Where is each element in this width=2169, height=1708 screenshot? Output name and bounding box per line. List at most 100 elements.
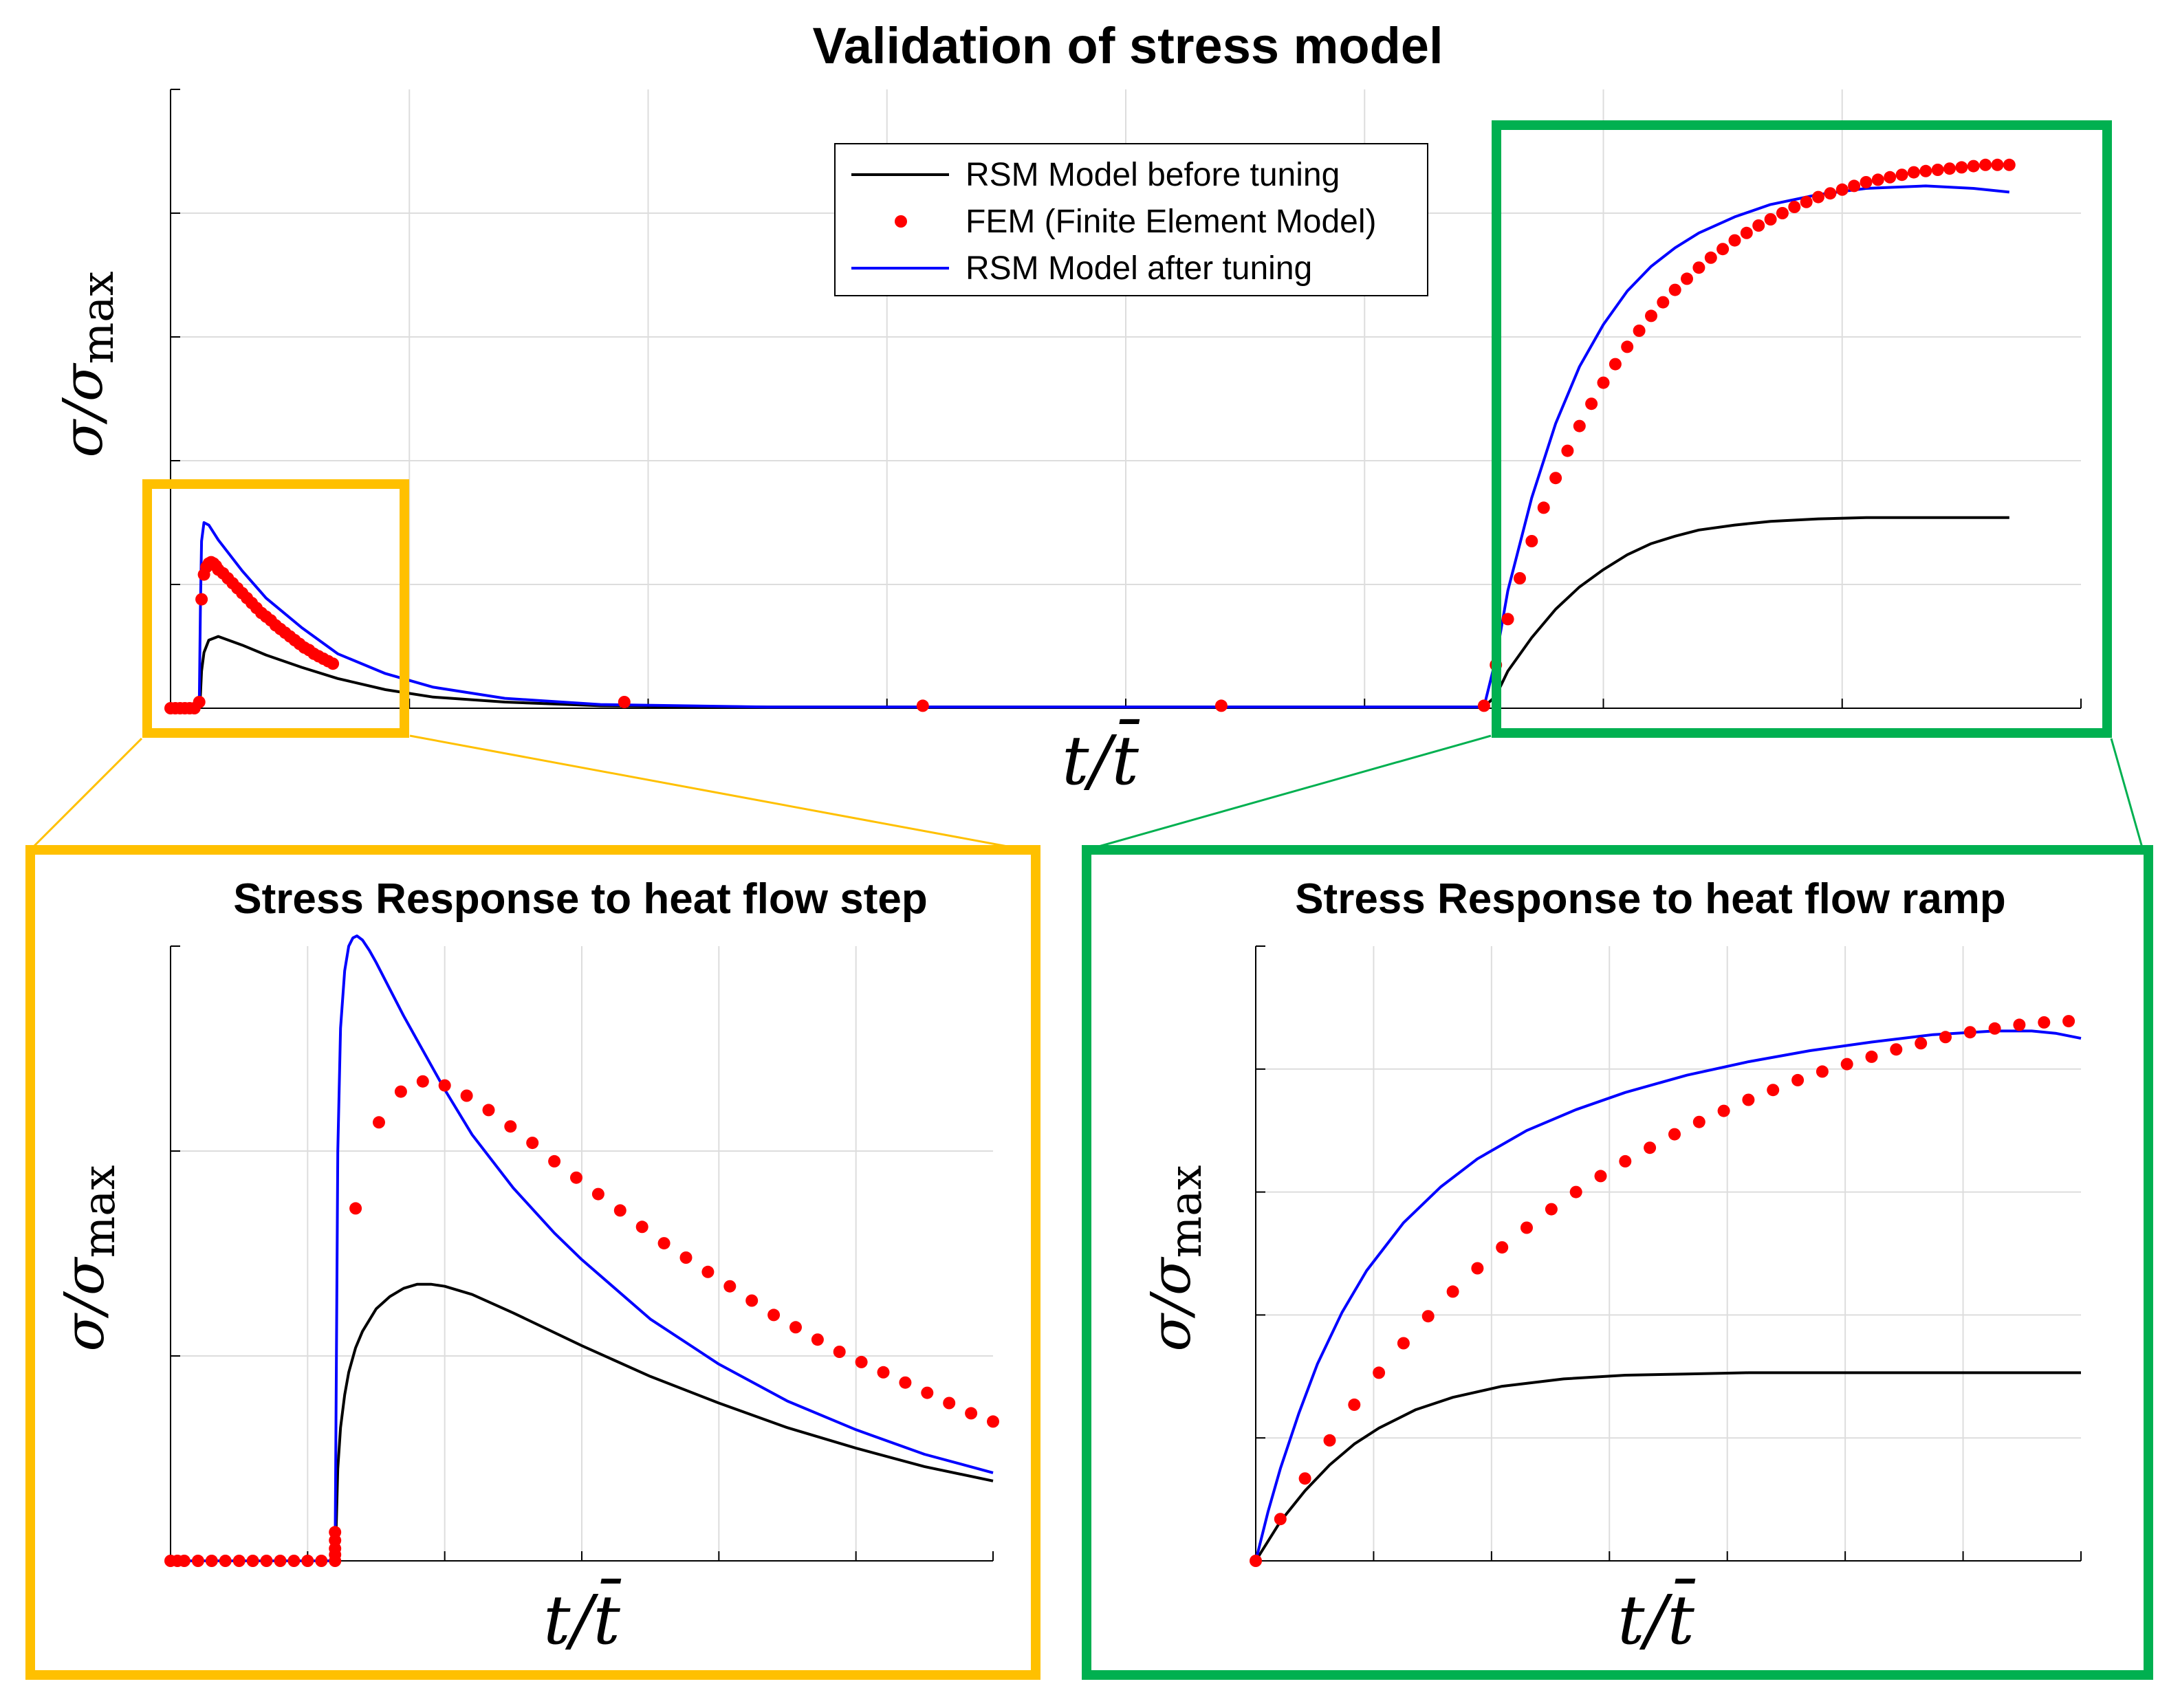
overview-fem-point [1752,219,1765,232]
step-fem-point [260,1555,273,1567]
step-ylabel-sub: max [74,1165,125,1258]
step-fem-point [811,1333,824,1346]
overview-fem-point [1692,261,1705,274]
ramp-grid [1256,946,2081,1561]
overview-fem-point [1907,166,1920,179]
overview-ylabel-base: σ/σ [51,362,115,458]
ramp-rsm-after-line [1254,1029,2082,1562]
step-ylabel: σ/σmax [52,1165,125,1351]
legend-label-rsm-before: RSM Model before tuning [966,157,1340,193]
ramp-fem-point [1545,1203,1558,1216]
ramp-fem-point [1890,1043,1903,1056]
overview-fem-point [1955,161,1968,174]
step-fem-point [219,1555,232,1567]
step-fem-point [274,1555,287,1567]
ramp-fem-point [1594,1170,1607,1183]
connector-step-left [29,737,143,851]
ramp-fem-point [1865,1050,1878,1063]
overview-rsm-after-line [171,184,2010,710]
zoom-box-ramp [1492,120,2112,738]
step-grid [171,946,993,1561]
ramp-fem-point [1816,1065,1829,1078]
ramp-fem-point [1692,1115,1705,1128]
step-fem-point [855,1355,868,1368]
ramp-fem-point [1569,1185,1582,1198]
overview-fem-point [1477,699,1490,712]
connector-ramp-left [1086,734,1492,851]
step-fem-point [745,1294,759,1307]
ramp-fem-point [1840,1058,1853,1071]
overview-fem-point [1681,272,1693,285]
ramp-fem-point [1767,1084,1780,1097]
overview-fem-point [1514,572,1526,584]
step-fem-point [635,1220,648,1234]
overview-series [164,158,2016,714]
ramp-xlabel: t/t̄ [1617,1578,1696,1660]
overview-fem-point [1668,283,1681,296]
step-fem-point [789,1321,802,1334]
step-fem-point [548,1154,561,1168]
ramp-fem-point [1521,1221,1533,1234]
legend-label-fem: FEM (Finite Element Model) [966,204,1377,240]
ramp-fem-point [1471,1262,1484,1275]
overview-fem-point [2003,158,2016,171]
overview-fem-point [1561,444,1574,457]
step-fem-point [613,1204,626,1217]
legend-box [834,143,1428,296]
step-fem-point [394,1085,407,1098]
connector-ramp-right [2110,738,2144,851]
overview-fem-point [1967,160,1980,173]
ramp-fem-point [2013,1018,2026,1031]
step-fem-point [315,1555,328,1567]
overview-fem-point [1573,419,1586,433]
step-fem-point [591,1187,604,1201]
ramp-fem-point [1717,1104,1730,1117]
overview-fem-point [1537,501,1550,514]
overview-fem-point [1884,171,1897,184]
step-fem-point [504,1120,517,1133]
connector-step-right [409,734,1027,851]
step-fem-point [460,1089,473,1102]
overview-fem-point [1991,158,2004,171]
overview-fem-point [1214,699,1228,712]
ramp-fem-point [1963,1026,1976,1039]
ramp-fem-point [2062,1015,2075,1028]
step-fem-point [287,1555,301,1567]
ramp-fem-point [1274,1513,1287,1526]
overview-fem-point [1704,251,1717,264]
overview-fem-point [1764,213,1777,226]
overview-fem-point [1848,179,1861,193]
overview-fem-point [1979,158,1992,171]
ramp-fem-point [1496,1241,1509,1254]
overview-fem-point [1716,243,1730,256]
ramp-fem-point [1915,1037,1928,1050]
overview-fem-point [1812,190,1824,204]
step-fem-point [965,1407,978,1420]
svg-text:σ/σmax: σ/σmax [51,271,124,457]
step-fem-point [877,1366,890,1379]
ramp-fem-point [1250,1555,1262,1567]
overview-fem-point [1597,376,1610,389]
step-panel-frame [25,845,1040,1680]
overview-fem-point [1788,201,1801,213]
overview-fem-point [1943,162,1956,175]
ramp-fem-point [1373,1366,1386,1379]
step-rsm-after-line [171,934,994,1562]
ramp-fem-point [1742,1093,1755,1106]
overview-fem-point [1776,207,1789,219]
step-fem-point [899,1376,912,1389]
ramp-axes [1255,945,2082,1562]
step-ylabel-base: σ/σ [52,1256,116,1352]
ramp-ylabel-sub: max [1161,1165,1212,1258]
overview-fem-point [1895,168,1908,182]
ramp-fem-point [1619,1154,1632,1168]
step-fem-point [329,1526,342,1539]
step-fem-point [373,1116,385,1129]
overview-fem-point [1871,173,1884,186]
ramp-rsm-before-line [1254,1371,2081,1562]
overview-fem-point [193,696,206,708]
ramp-fem-point [1298,1472,1311,1485]
ramp-fem-point [1421,1310,1435,1323]
step-fem-point [438,1079,451,1092]
